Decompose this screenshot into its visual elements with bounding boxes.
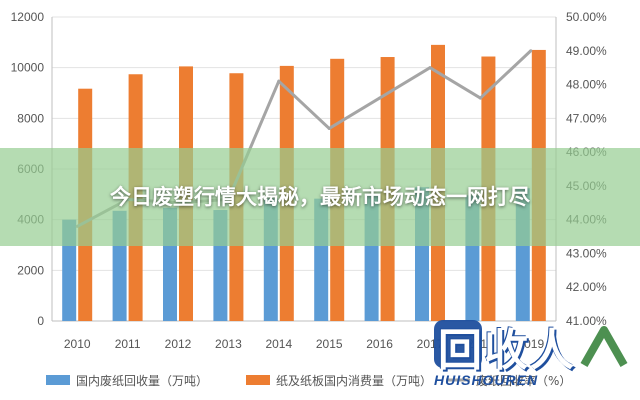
y-tick-label-left: 0 <box>37 314 44 328</box>
y-tick-label-right: 43.00% <box>566 246 607 260</box>
legend-label: 纸及纸板国内消费量（万吨） <box>276 374 432 388</box>
y-tick-label-right: 42.00% <box>566 280 607 294</box>
y-tick-label-left: 12000 <box>11 10 45 24</box>
line-point <box>277 79 281 83</box>
line-point <box>378 96 382 100</box>
x-tick-label: 2014 <box>265 337 292 351</box>
y-tick-label-right: 49.00% <box>566 44 607 58</box>
logo-box-icon <box>434 320 482 368</box>
y-tick-label-left: 10000 <box>11 61 45 75</box>
legend-swatch <box>46 375 70 385</box>
y-tick-label-right: 47.00% <box>566 111 607 125</box>
x-tick-label: 2010 <box>64 337 91 351</box>
x-tick-label: 2012 <box>165 337 192 351</box>
x-tick-label: 2016 <box>366 337 393 351</box>
line-point <box>428 66 432 70</box>
legend-label: 废纸回收率（%） <box>476 373 571 388</box>
legend-swatch <box>246 375 270 385</box>
line-point <box>529 49 533 53</box>
title-banner: 今日废塑行情大揭秘，最新市场动态一网打尽 <box>0 148 640 246</box>
line-point <box>327 126 331 130</box>
watermark-sub-text: HUISHOUREN <box>434 372 539 388</box>
watermark-main-text: 回收人 <box>438 325 576 376</box>
x-tick-label: 2013 <box>215 337 242 351</box>
x-tick-label: 2019 <box>517 337 544 351</box>
y-tick-label-right: 48.00% <box>566 78 607 92</box>
y-tick-label-left: 8000 <box>17 111 44 125</box>
y-tick-label-left: 2000 <box>17 263 44 277</box>
watermark-logo: 回收人 HUISHOUREN <box>424 318 640 400</box>
recycle-arrow-icon <box>580 326 628 367</box>
line-point <box>478 96 482 100</box>
x-tick-label: 2015 <box>316 337 343 351</box>
y-tick-label-right: 41.00% <box>566 314 607 328</box>
banner-title: 今日废塑行情大揭秘，最新市场动态一网打尽 <box>110 185 530 209</box>
x-tick-label: 2011 <box>115 337 141 351</box>
legend-label: 国内废纸回收量（万吨） <box>76 373 208 388</box>
y-tick-label-right: 50.00% <box>566 10 607 24</box>
